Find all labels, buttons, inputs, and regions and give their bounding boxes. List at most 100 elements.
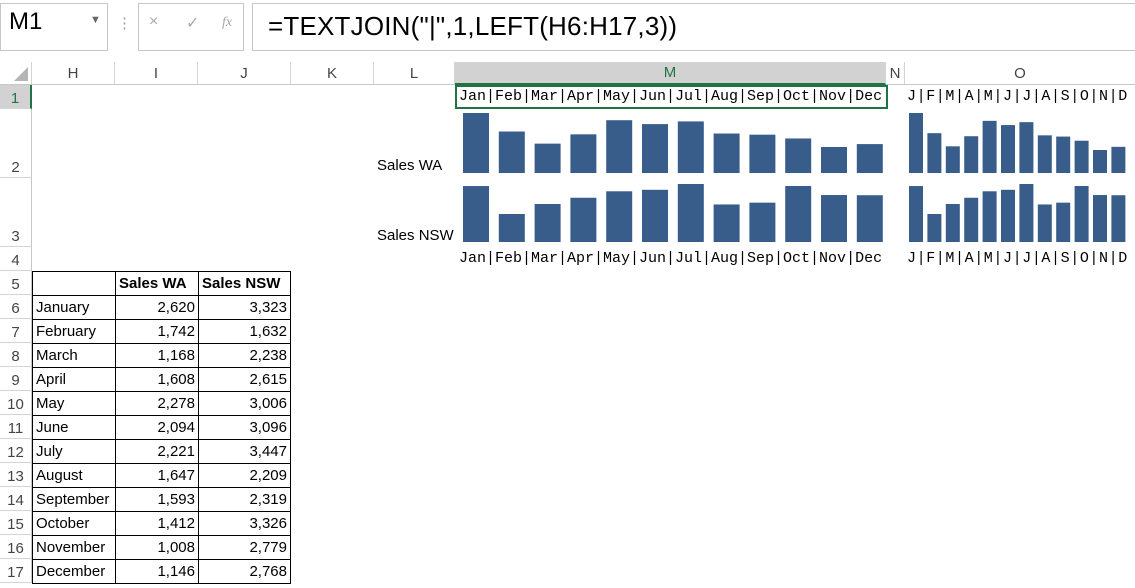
table-value-cell[interactable]: 2,221 <box>115 439 199 464</box>
table-month-cell[interactable]: October <box>32 511 116 536</box>
sparkline-nsw-m-bar <box>785 186 812 242</box>
table-value-cell[interactable]: 1,412 <box>115 511 199 536</box>
table-header-cell[interactable] <box>32 271 116 296</box>
row-header-3[interactable]: 3 <box>0 178 32 247</box>
table-value-cell[interactable]: 1,632 <box>198 319 291 344</box>
cell-o1-month-initials[interactable]: J|F|M|A|M|J|J|A|S|O|N|D <box>907 88 1128 105</box>
row-header-6[interactable]: 6 <box>0 295 32 319</box>
sparkline-nsw-m-bar <box>463 186 489 242</box>
sparkline-wa-o-bar <box>1093 150 1107 173</box>
row-header-10[interactable]: 10 <box>0 391 32 415</box>
table-month-cell[interactable]: November <box>32 535 116 560</box>
table-value-cell[interactable]: 1,742 <box>115 319 199 344</box>
sparkline-wa-m-bar <box>856 144 883 173</box>
table-value-cell[interactable]: 2,615 <box>198 367 291 392</box>
row-header-7[interactable]: 7 <box>0 319 32 343</box>
select-all-corner[interactable] <box>0 62 32 85</box>
cell-l3-label[interactable]: Sales NSW <box>377 227 454 244</box>
sparkline-nsw-o-bar <box>1019 184 1034 242</box>
sparkline-nsw-m-bar <box>570 197 597 242</box>
row-header-1[interactable]: 1 <box>0 85 32 109</box>
table-month-cell[interactable]: February <box>32 319 116 344</box>
insert-function-icon[interactable]: fx <box>222 15 233 30</box>
enter-check-icon[interactable]: ✓ <box>186 15 200 32</box>
table-value-cell[interactable]: 2,278 <box>115 391 199 416</box>
table-header-cell[interactable]: Sales WA <box>115 271 199 296</box>
cell-l2-label[interactable]: Sales WA <box>377 157 443 174</box>
table-value-cell[interactable]: 2,238 <box>198 343 291 368</box>
column-header-m[interactable]: M <box>455 62 886 85</box>
sparkline-nsw-o-bar <box>1074 186 1089 242</box>
table-value-cell[interactable]: 3,096 <box>198 415 291 440</box>
sparkline-wa-m-bar <box>677 121 704 173</box>
table-value-cell[interactable]: 3,006 <box>198 391 291 416</box>
table-header-cell[interactable]: Sales NSW <box>198 271 291 296</box>
table-value-cell[interactable]: 2,209 <box>198 463 291 488</box>
name-box-dropdown-icon[interactable]: ▼ <box>90 14 101 26</box>
cell-o4-month-initials[interactable]: J|F|M|A|M|J|J|A|S|O|N|D <box>907 250 1128 267</box>
column-header-l[interactable]: L <box>374 62 455 85</box>
table-month-cell[interactable]: March <box>32 343 116 368</box>
name-box-value[interactable]: M1 <box>9 8 43 35</box>
column-header-o[interactable]: O <box>905 62 1135 85</box>
table-month-cell[interactable]: April <box>32 367 116 392</box>
table-value-cell[interactable]: 3,447 <box>198 439 291 464</box>
sparkline-wa-o-bar <box>1001 125 1015 173</box>
table-value-cell[interactable]: 3,323 <box>198 295 291 320</box>
table-value-cell[interactable]: 2,094 <box>115 415 199 440</box>
table-month-cell[interactable]: January <box>32 295 116 320</box>
table-value-cell[interactable]: 1,647 <box>115 463 199 488</box>
table-month-cell[interactable]: July <box>32 439 116 464</box>
table-value-cell[interactable]: 1,008 <box>115 535 199 560</box>
table-month-cell[interactable]: September <box>32 487 116 512</box>
select-all-triangle-icon[interactable] <box>14 67 28 81</box>
table-month-cell[interactable]: May <box>32 391 116 416</box>
row-header-5[interactable]: 5 <box>0 271 32 295</box>
name-box[interactable] <box>0 3 108 51</box>
table-value-cell[interactable]: 2,779 <box>198 535 291 560</box>
sparkline-wa-o-bar <box>1019 122 1034 173</box>
sparkline-wa-m-bar <box>821 147 847 173</box>
sparkline-nsw-m-bar <box>642 189 668 242</box>
sparkline-wa-m-bar <box>534 143 561 173</box>
table-value-cell[interactable]: 2,620 <box>115 295 199 320</box>
sparkline-wa-m-bar <box>606 120 633 173</box>
sparkline-nsw-m-bar <box>749 202 776 242</box>
sparkline-nsw-m-bar <box>677 184 704 242</box>
cell-m1-month-labels[interactable]: Jan|Feb|Mar|Apr|May|Jun|Jul|Aug|Sep|Oct|… <box>459 88 883 105</box>
row-header-14[interactable]: 14 <box>0 487 32 511</box>
column-header-k[interactable]: K <box>291 62 374 85</box>
cancel-icon[interactable]: × <box>149 13 159 30</box>
formula-input[interactable] <box>252 3 1135 51</box>
cell-m4-month-labels[interactable]: Jan|Feb|Mar|Apr|May|Jun|Jul|Aug|Sep|Oct|… <box>459 250 883 267</box>
row-header-16[interactable]: 16 <box>0 535 32 559</box>
row-header-13[interactable]: 13 <box>0 463 32 487</box>
table-value-cell[interactable]: 3,326 <box>198 511 291 536</box>
sparkline-wa-o-bar <box>1074 140 1089 173</box>
column-header-i[interactable]: I <box>115 62 198 85</box>
table-month-cell[interactable]: August <box>32 463 116 488</box>
table-value-cell[interactable]: 1,168 <box>115 343 199 368</box>
row-header-9[interactable]: 9 <box>0 367 32 391</box>
formula-text[interactable]: =TEXTJOIN("|",1,LEFT(H6:H17,3)) <box>268 11 678 41</box>
table-value-cell[interactable]: 2,768 <box>198 559 291 584</box>
table-value-cell[interactable]: 1,146 <box>115 559 199 584</box>
row-header-15[interactable]: 15 <box>0 511 32 535</box>
column-header-n[interactable]: N <box>886 62 905 85</box>
table-month-cell[interactable]: December <box>32 559 116 584</box>
column-header-h[interactable]: H <box>32 62 115 85</box>
column-header-j[interactable]: J <box>198 62 291 85</box>
row-header-17[interactable]: 17 <box>0 559 32 583</box>
table-month-cell[interactable]: June <box>32 415 116 440</box>
row-header-11[interactable]: 11 <box>0 415 32 439</box>
row-header-8[interactable]: 8 <box>0 343 32 367</box>
table-value-cell[interactable]: 1,593 <box>115 487 199 512</box>
row-header-2[interactable]: 2 <box>0 109 32 178</box>
row-header-4[interactable]: 4 <box>0 247 32 271</box>
sparkline-nsw-m-bar <box>713 204 740 242</box>
sparkline-wa-o-bar <box>1056 136 1071 173</box>
table-value-cell[interactable]: 1,608 <box>115 367 199 392</box>
table-value-cell[interactable]: 2,319 <box>198 487 291 512</box>
row-header-12[interactable]: 12 <box>0 439 32 463</box>
